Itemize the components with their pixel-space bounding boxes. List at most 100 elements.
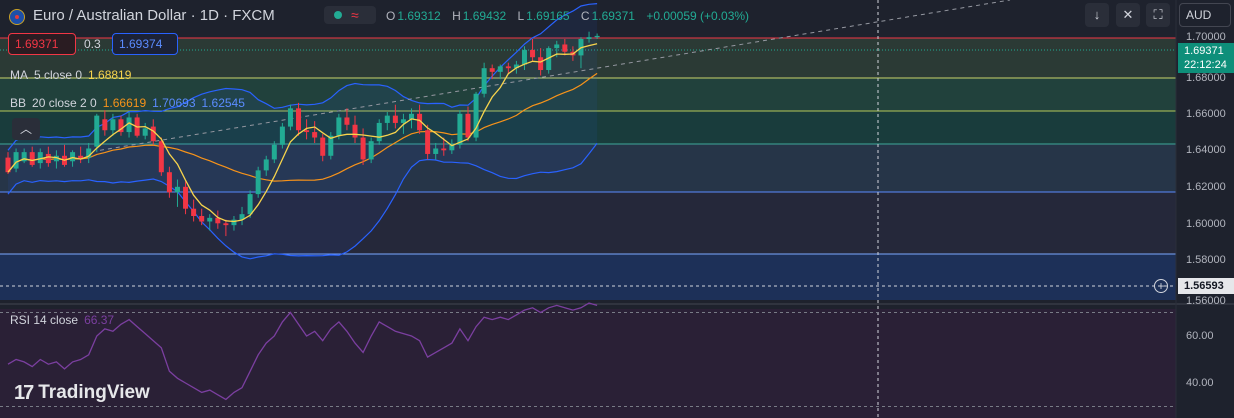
rsi-pane: [7, 302, 598, 401]
candle-body: [530, 49, 536, 58]
candle-39: [320, 133, 326, 162]
download-arrow-icon[interactable]: ↓: [1085, 3, 1109, 27]
candle-body: [183, 186, 189, 209]
price-label-1: 1.70000: [1186, 31, 1226, 43]
low-label: L: [517, 9, 525, 23]
rsi-label-40: 40.00: [1186, 377, 1214, 389]
candle-body: [239, 214, 245, 220]
candle-body: [255, 170, 261, 195]
candle-body: [344, 117, 350, 125]
candle-8: [70, 150, 76, 167]
close-value: 1.69371: [591, 9, 635, 23]
candle-body: [199, 216, 205, 222]
ohlc-readout: O 1.69312 H 1.69432 L 1.69165 C 1.69371 +0.0…: [386, 9, 749, 23]
open-label: O: [386, 9, 396, 23]
candle-23: [191, 199, 197, 222]
candle-57: [465, 106, 471, 142]
candle-body: [457, 113, 463, 145]
rsi-label-60: 60.00: [1186, 330, 1214, 342]
symbol-title[interactable]: Euro / Australian Dollar · 1D · FXCM: [33, 7, 275, 24]
candle-51: [417, 104, 423, 134]
candle-42: [344, 108, 350, 131]
candle-body: [497, 66, 503, 72]
candle-64: [521, 46, 527, 71]
candle-45: [368, 137, 374, 164]
wave-icon: ≈: [351, 7, 359, 23]
candle-body: [481, 68, 487, 94]
tradingview-logo[interactable]: 17 TradingView: [14, 381, 150, 405]
candle-body: [400, 119, 406, 123]
collapse-legend-button[interactable]: ︿: [12, 118, 40, 140]
chart-overlays: [7, 43, 598, 223]
candle-2: [21, 148, 27, 164]
candle-67: [546, 46, 552, 74]
candle-body: [521, 49, 527, 65]
candle-73: [594, 33, 600, 39]
candle-46: [376, 119, 382, 145]
candle-body: [489, 68, 495, 72]
add-alert-plus-icon[interactable]: +: [1154, 279, 1168, 293]
candle-body: [207, 217, 213, 222]
bb-lower-value: 1.62545: [201, 96, 245, 110]
rsi-line: [7, 302, 598, 401]
candle-body: [223, 223, 229, 226]
ma-legend[interactable]: MA 5 close 0 1.68819: [10, 68, 131, 82]
sell-button[interactable]: 1.69371: [8, 33, 76, 55]
candle-34: [279, 122, 285, 149]
candle-body: [271, 144, 277, 160]
spread-value: 0.3: [84, 37, 101, 51]
candle-33: [271, 141, 277, 164]
crosshair-price-badge: 1.56593: [1178, 278, 1234, 294]
zone-bottom: [0, 192, 1176, 254]
candle-53: [433, 143, 439, 160]
candle-11: [94, 113, 100, 153]
zone-lower: [0, 144, 1176, 192]
candle-62: [505, 62, 511, 74]
candle-12: [102, 110, 108, 136]
candle-1: [13, 148, 19, 173]
candle-body: [384, 115, 390, 123]
change-value: +0.00059 (+0.03%): [646, 9, 750, 23]
candle-body: [174, 186, 180, 193]
candle-13: [110, 113, 116, 136]
candle-6: [53, 150, 59, 169]
last-price: 1.69371: [1184, 45, 1224, 57]
candle-body: [417, 113, 423, 131]
close-label: C: [580, 9, 590, 23]
candle-body: [247, 194, 253, 215]
candle-body: [546, 48, 552, 71]
candle-19: [158, 137, 164, 176]
candle-body: [142, 128, 148, 136]
rsi-legend[interactable]: RSI 14 close 66.37: [10, 313, 114, 327]
candle-body: [304, 130, 310, 133]
candle-body: [296, 108, 302, 131]
candle-body: [70, 152, 76, 162]
collapse-arrows-icon[interactable]: ✕: [1116, 3, 1140, 27]
buy-button[interactable]: 1.69374: [112, 33, 178, 55]
candle-body: [586, 37, 592, 39]
high-label: H: [452, 9, 461, 23]
bb-upper-value: 1.70693: [152, 96, 196, 110]
price-label-7: 1.58000: [1186, 254, 1226, 266]
candle-body: [21, 152, 27, 162]
candle-body: [166, 172, 172, 193]
market-status[interactable]: ≈: [324, 6, 376, 24]
price-label-3: 1.66000: [1186, 108, 1226, 120]
candle-body: [110, 119, 116, 131]
currency-pair-flag-icon: [9, 9, 25, 25]
candle-body: [215, 217, 221, 224]
candle-29: [239, 206, 245, 226]
candle-body: [465, 113, 471, 138]
ma-value: 1.68819: [88, 68, 132, 82]
fullscreen-icon[interactable]: ⛶: [1146, 3, 1170, 27]
candle-body: [360, 137, 366, 160]
candle-body: [102, 119, 108, 131]
candle-body: [594, 35, 600, 38]
currency-selector[interactable]: AUD: [1179, 3, 1231, 27]
bb-legend[interactable]: BB 20 close 2 0 1.66619 1.70693 1.62545: [10, 96, 245, 110]
candle-body: [328, 135, 334, 156]
rsi-value: 66.37: [84, 313, 115, 327]
candle-body: [287, 108, 293, 127]
candle-61: [497, 64, 503, 80]
